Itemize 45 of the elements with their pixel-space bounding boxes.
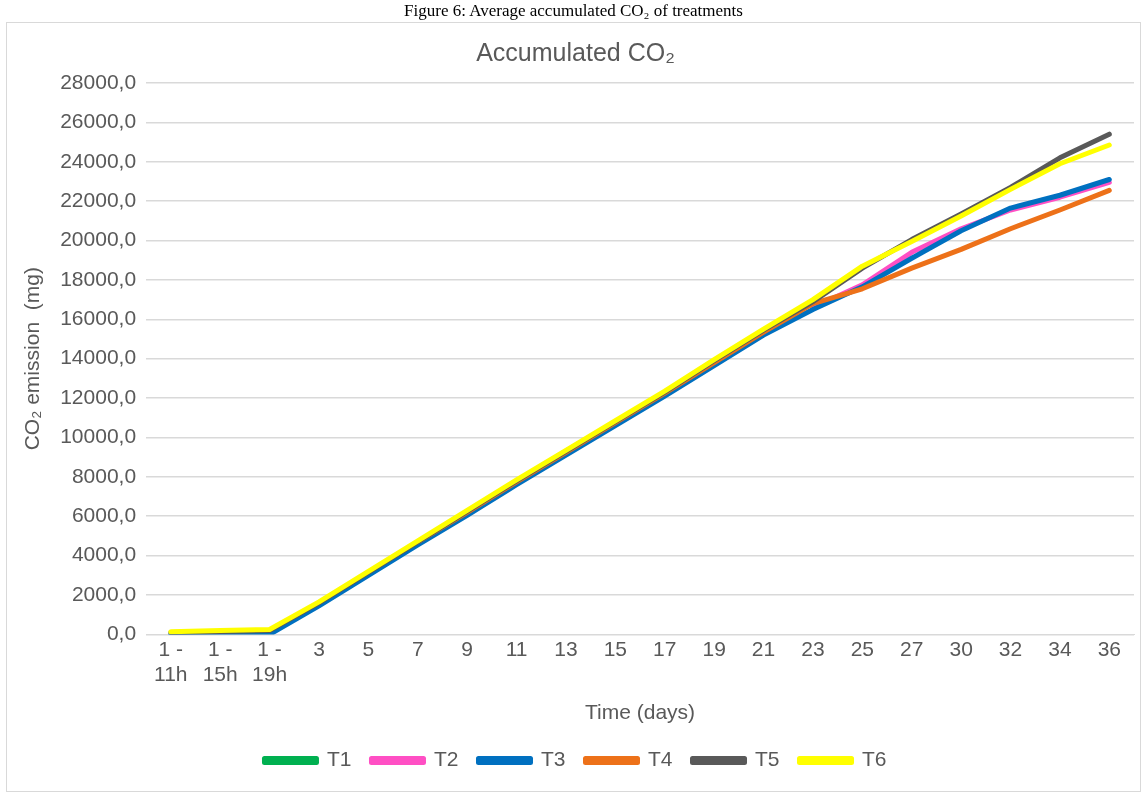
legend-label: T4	[648, 747, 673, 771]
x-tick-label: 7	[411, 636, 424, 660]
legend-label: T2	[433, 747, 459, 771]
legend-label: T3	[540, 747, 566, 771]
x-tick-label: 32	[998, 636, 1023, 660]
caption: Figure 6: Average accumulated CO₂ of treatments	[403, 0, 744, 22]
y-tick-label: 28000,0	[60, 69, 137, 93]
x-tick-label: 34	[1048, 636, 1072, 660]
x-tick-label: 19	[702, 636, 726, 660]
y-tick-label: 18000,0	[60, 266, 137, 290]
x-tick-label: 9	[461, 636, 474, 660]
y-tick-label: 26000,0	[60, 109, 137, 133]
y-tick-label: 22000,0	[60, 187, 137, 211]
x-tick-label: 25	[850, 636, 875, 660]
x-tick-label: 11	[505, 636, 528, 660]
legend-label: T1	[326, 747, 352, 771]
legend-label: T6	[862, 747, 887, 771]
y-tick-label: 6000,0	[71, 503, 137, 527]
x-tick-label: 23	[801, 636, 825, 660]
x-tick-label: 21	[751, 636, 776, 660]
x-tick-label: 36	[1097, 636, 1121, 660]
y-tick-label: 16000,0	[60, 306, 137, 330]
y-tick-label: 24000,0	[60, 148, 137, 172]
x-tick-label: 1 - 19h	[252, 636, 288, 685]
y-tick-label: 0,0	[106, 621, 137, 645]
x-tick-label: 3	[313, 636, 325, 660]
y-tick-label: 14000,0	[60, 345, 137, 369]
x-tick-label: 1 - 15h	[202, 636, 238, 685]
y-tick-label: 20000,0	[60, 227, 137, 251]
x-axis-title: Time (days)	[585, 700, 696, 724]
y-tick-label: 4000,0	[71, 542, 137, 566]
x-tick-label: 15	[603, 636, 628, 660]
legend-label: T5	[755, 747, 780, 771]
y-tick-label: 2000,0	[71, 581, 137, 605]
x-tick-label: 30	[949, 636, 973, 660]
x-tick-label: 17	[653, 636, 677, 660]
chart-title: Accumulated CO₂	[476, 37, 675, 66]
y-tick-label: 8000,0	[71, 463, 137, 487]
x-tick-label: 27	[900, 636, 924, 660]
x-tick-label: 13	[554, 636, 578, 660]
x-tick-label: 1 - 11h	[154, 636, 188, 685]
x-tick-label: 5	[362, 636, 375, 660]
y-tick-label: 10000,0	[60, 424, 137, 448]
y-tick-label: 12000,0	[60, 384, 137, 408]
y-axis-title: CO₂ emission (mg)	[20, 267, 44, 451]
